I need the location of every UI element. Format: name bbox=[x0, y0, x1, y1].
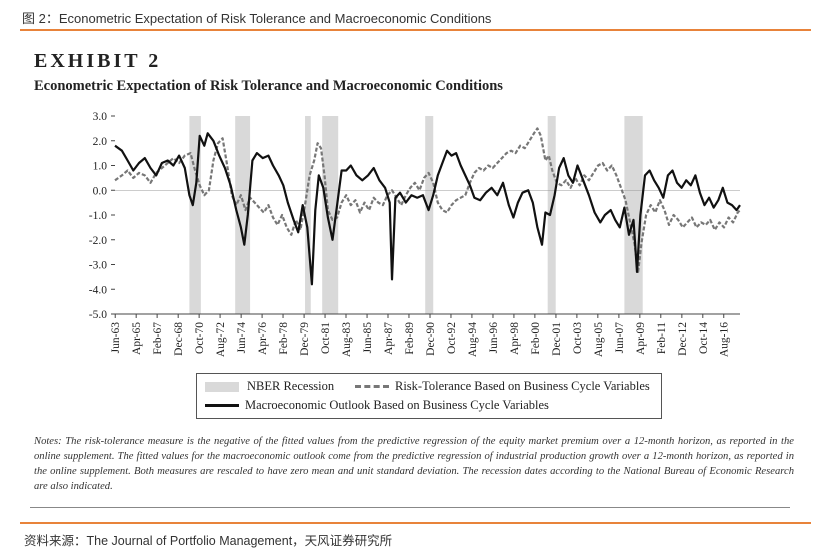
x-tick-label-2: Feb-67 bbox=[152, 322, 164, 355]
notes-divider bbox=[30, 507, 790, 508]
bottom-divider bbox=[20, 522, 811, 524]
x-tick-label-29: Aug-16 bbox=[719, 322, 731, 357]
x-tick-label-24: Jun-07 bbox=[614, 322, 626, 354]
x-tick-label-26: Feb-11 bbox=[656, 322, 668, 354]
series-line-macro-outlook bbox=[114, 132, 741, 286]
x-tick-label-8: Feb-78 bbox=[278, 322, 290, 355]
y-tick-label-1: 2.0 bbox=[93, 136, 108, 148]
legend-swatch-solid bbox=[205, 404, 239, 407]
legend-item-risk-tolerance: Risk-Tolerance Based on Business Cycle V… bbox=[355, 379, 650, 394]
legend-swatch-recession bbox=[205, 381, 239, 392]
x-tick-label-11: Aug-83 bbox=[341, 322, 353, 357]
x-tick-label-23: Aug-05 bbox=[593, 322, 605, 357]
legend-swatch-dashed bbox=[355, 385, 389, 388]
top-divider bbox=[20, 29, 811, 31]
x-tick-label-28: Oct-14 bbox=[698, 322, 710, 354]
recession-layer bbox=[189, 116, 643, 314]
exhibit-title: Econometric Expectation of Risk Toleranc… bbox=[34, 78, 503, 94]
x-tick-label-17: Aug-94 bbox=[467, 322, 479, 357]
x-tick-label-21: Dec-01 bbox=[551, 322, 563, 356]
x-tick-label-7: Apr-76 bbox=[257, 322, 269, 355]
x-tick-label-19: Apr-98 bbox=[509, 322, 521, 355]
y-tick-label-7: -4.0 bbox=[89, 284, 107, 296]
legend-item-macro: Macroeconomic Outlook Based on Business … bbox=[205, 398, 549, 413]
figure-caption: 图 2：Econometric Expectation of Risk Tole… bbox=[22, 11, 492, 26]
x-tick-label-15: Dec-90 bbox=[425, 322, 437, 356]
y-tick-label-5: -2.0 bbox=[89, 235, 107, 247]
y-tick-label-4: -1.0 bbox=[89, 210, 107, 222]
chart-legend: NBER Recession Risk-Tolerance Based on B… bbox=[196, 373, 662, 419]
y-tick-label-6: -3.0 bbox=[89, 260, 107, 272]
y-tick-label-2: 1.0 bbox=[93, 161, 108, 173]
x-tick-label-10: Oct-81 bbox=[320, 322, 332, 354]
y-tick-label-0: 3.0 bbox=[93, 111, 108, 123]
recession-band-0 bbox=[189, 116, 201, 314]
x-tick-label-6: Jun-74 bbox=[236, 322, 248, 354]
x-tick-label-1: Apr-65 bbox=[131, 322, 143, 355]
recession-band-3 bbox=[322, 116, 339, 314]
x-tick-label-9: Dec-79 bbox=[299, 322, 311, 356]
recession-band-4 bbox=[425, 116, 434, 314]
x-tick-label-16: Oct-92 bbox=[446, 322, 458, 354]
y-tick-label-8: -5.0 bbox=[89, 309, 107, 321]
x-tick-label-25: Apr-09 bbox=[635, 322, 647, 355]
legend-item-recession: NBER Recession bbox=[205, 379, 334, 394]
chart-notes: Notes: The risk-tolerance measure is the… bbox=[34, 436, 794, 492]
x-tick-label-20: Feb-00 bbox=[530, 322, 542, 355]
legend-label-macro: Macroeconomic Outlook Based on Business … bbox=[245, 398, 549, 412]
x-tick-label-22: Oct-03 bbox=[572, 322, 584, 354]
series-layer bbox=[114, 127, 741, 286]
exhibit-label: EXHIBIT 2 bbox=[34, 50, 162, 72]
x-tick-label-13: Apr-87 bbox=[383, 322, 395, 355]
legend-label-recession: NBER Recession bbox=[247, 379, 335, 393]
x-tick-label-14: Feb-89 bbox=[404, 322, 416, 355]
legend-label-risk-tolerance: Risk-Tolerance Based on Business Cycle V… bbox=[395, 379, 650, 393]
x-tick-label-12: Jun-85 bbox=[362, 322, 374, 354]
y-tick-label-3: 0.0 bbox=[93, 185, 108, 197]
x-tick-label-3: Dec-68 bbox=[173, 322, 185, 356]
x-tick-label-4: Oct-70 bbox=[194, 322, 206, 354]
x-tick-label-27: Dec-12 bbox=[677, 322, 689, 356]
recession-band-2 bbox=[305, 116, 311, 314]
x-tick-label-5: Aug-72 bbox=[215, 322, 227, 357]
x-tick-label-18: Jun-96 bbox=[488, 322, 500, 354]
recession-band-1 bbox=[235, 116, 251, 314]
recession-band-5 bbox=[547, 116, 556, 314]
source-line: 资料来源：The Journal of Portfolio Management… bbox=[24, 534, 393, 548]
x-tick-label-0: Jun-63 bbox=[110, 322, 122, 354]
